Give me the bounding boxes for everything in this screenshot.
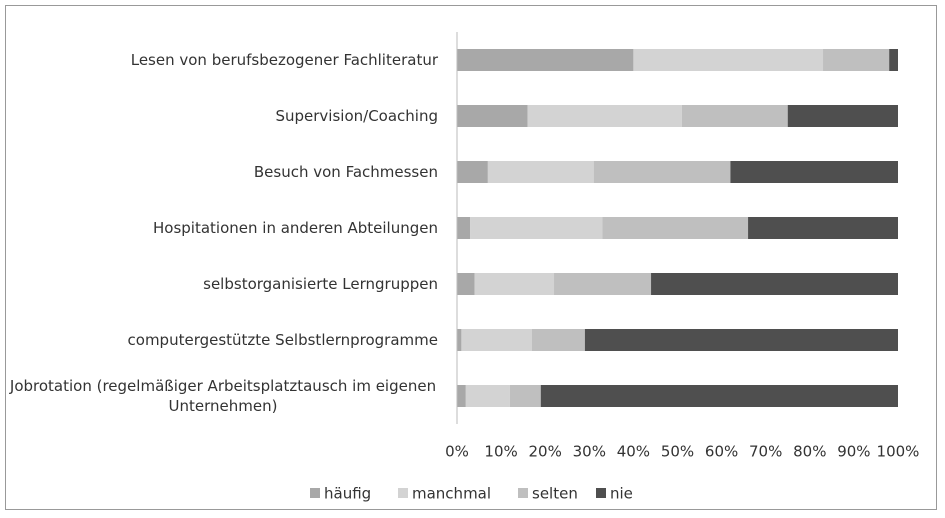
bar-segment <box>681 105 788 127</box>
category-text: Supervision/Coaching <box>275 107 438 125</box>
bar-segment <box>651 273 898 295</box>
bar-segment <box>584 329 898 351</box>
bar-segment <box>457 105 528 127</box>
legend-swatch <box>398 488 408 498</box>
bar-segment <box>474 273 555 295</box>
legend-swatch <box>518 488 528 498</box>
category-text: Hospitationen in anderen Abteilungen <box>153 219 438 237</box>
bar-segment <box>509 385 541 407</box>
x-tick-label: 0% <box>445 443 469 461</box>
category-text: Jobrotation (regelmäßiger Arbeitsplatzta… <box>9 377 437 415</box>
bar-segment <box>787 105 898 127</box>
bar-segment <box>540 385 898 407</box>
bar-segment <box>889 49 898 71</box>
bar-segment <box>457 217 471 239</box>
bar-segment <box>527 105 682 127</box>
category-text: Besuch von Fachmessen <box>253 163 438 181</box>
x-tick-label: 40% <box>617 443 650 461</box>
bar-segment <box>554 273 652 295</box>
bar-segment <box>457 385 466 407</box>
bar-segment <box>465 385 510 407</box>
bar-segment <box>457 161 488 183</box>
x-tick-label: 60% <box>705 443 738 461</box>
bar-segment <box>470 217 603 239</box>
x-tick-label: 100% <box>877 443 920 461</box>
bar-segment <box>457 273 475 295</box>
x-tick-label: 10% <box>484 443 517 461</box>
legend-label: selten <box>532 485 578 503</box>
x-tick-label: 70% <box>749 443 782 461</box>
x-tick-label: 20% <box>529 443 562 461</box>
chart-frame <box>5 5 937 510</box>
bar-segment <box>633 49 824 71</box>
bar-segment <box>602 217 749 239</box>
legend-label: manchmal <box>412 485 491 503</box>
x-tick-label: 90% <box>837 443 870 461</box>
x-tick-label: 30% <box>573 443 606 461</box>
legend-swatch <box>596 488 606 498</box>
bar-segment <box>748 217 898 239</box>
bar-segment <box>461 329 532 351</box>
category-label: Besuch von Fachmessen <box>254 147 438 197</box>
bar-segment <box>487 161 594 183</box>
category-text: selbstorganisierte Lerngruppen <box>203 275 438 293</box>
category-label: computergestützte Selbstlernprogramme <box>128 315 438 365</box>
x-tick-label: 50% <box>661 443 694 461</box>
category-label: selbstorganisierte Lerngruppen <box>203 259 438 309</box>
bar-segment <box>823 49 890 71</box>
category-label: Lesen von berufsbezogener Fachliteratur <box>131 35 438 85</box>
bar-segment <box>457 329 462 351</box>
category-label: Hospitationen in anderen Abteilungen <box>153 203 438 253</box>
bar-segment <box>531 329 585 351</box>
x-tick-label: 80% <box>793 443 826 461</box>
category-label: Supervision/Coaching <box>275 91 438 141</box>
legend-label: nie <box>610 485 633 503</box>
legend-swatch <box>310 488 320 498</box>
legend-label: häufig <box>324 485 371 503</box>
category-text: Lesen von berufsbezogener Fachliteratur <box>130 51 438 69</box>
category-label: Jobrotation (regelmäßiger Arbeitsplatzta… <box>8 371 438 421</box>
category-text: computergestützte Selbstlernprogramme <box>127 331 438 349</box>
bar-segment <box>457 49 634 71</box>
bar-segment <box>593 161 731 183</box>
bar-segment <box>730 161 898 183</box>
